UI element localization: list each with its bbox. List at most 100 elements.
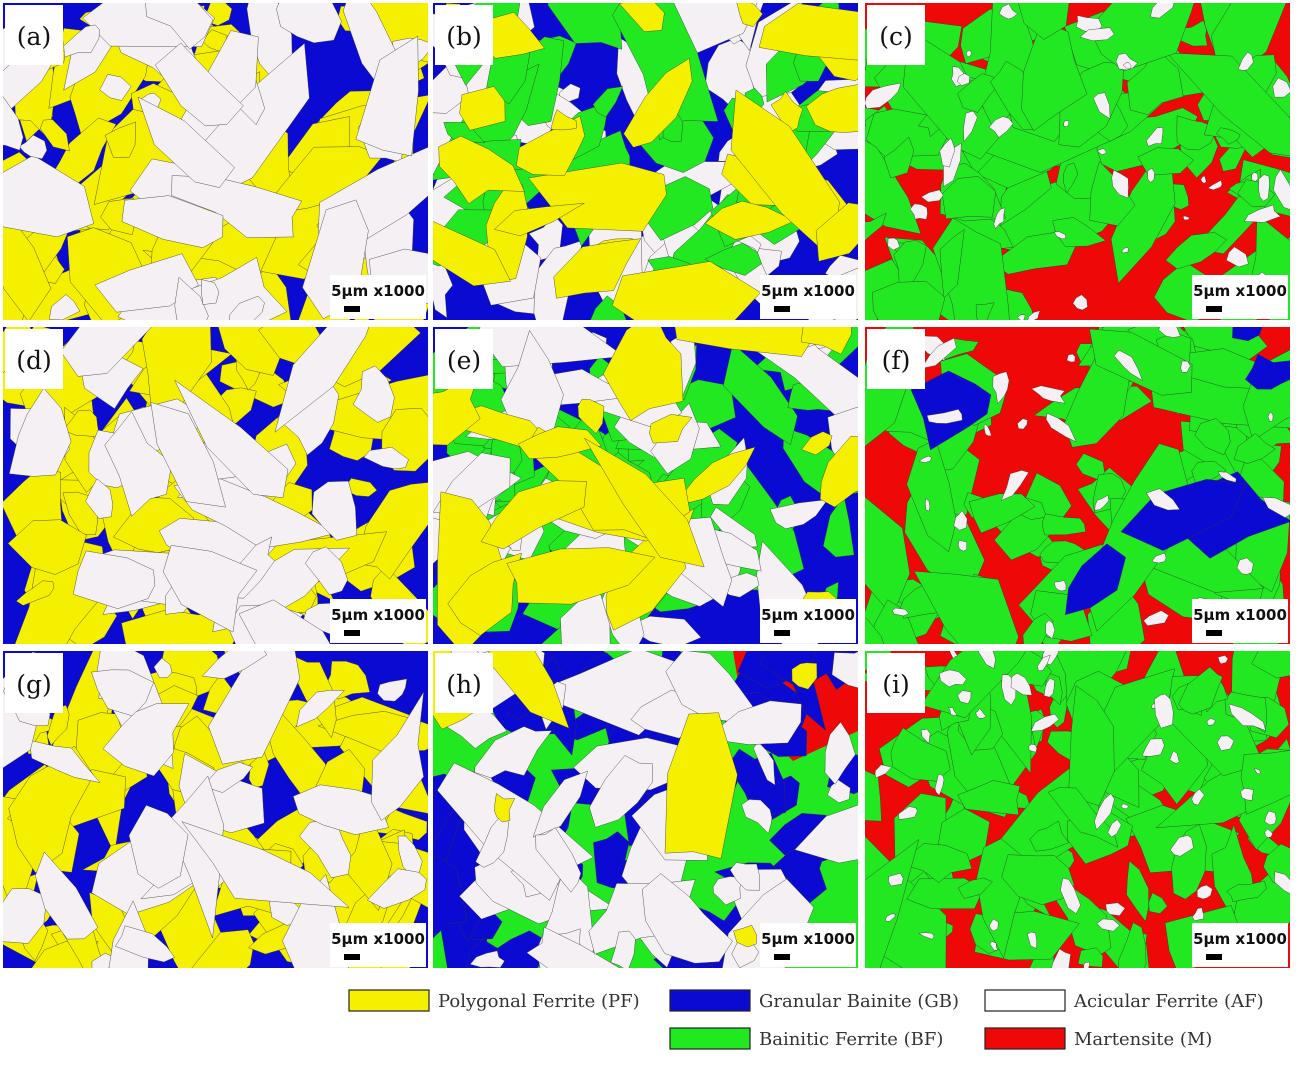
scale-bar xyxy=(1206,954,1222,960)
phase-region xyxy=(1000,470,1030,501)
phase-region xyxy=(1191,788,1205,806)
phase-region xyxy=(865,212,887,241)
phase-region xyxy=(909,203,928,220)
phase-region xyxy=(1207,180,1223,191)
panel-label: (a) xyxy=(17,22,51,51)
phase-region xyxy=(920,337,957,369)
phase-region xyxy=(957,690,972,704)
phase-region xyxy=(938,669,967,688)
phase-region xyxy=(493,203,585,237)
phase-region xyxy=(1165,232,1227,270)
phase-region xyxy=(371,691,424,821)
phase-region xyxy=(535,827,582,893)
phase-region xyxy=(963,110,978,143)
phase-region xyxy=(925,498,931,512)
legend-label: Granular Bainite (GB) xyxy=(759,991,959,1012)
phase-region xyxy=(366,868,427,909)
phase-region xyxy=(1240,788,1254,801)
scale-bar xyxy=(344,306,360,312)
phase-region xyxy=(311,480,358,541)
phase-region xyxy=(649,414,693,444)
phase-region xyxy=(704,242,762,276)
phase-region xyxy=(201,279,220,305)
phase-region xyxy=(1143,610,1169,626)
phase-region xyxy=(99,74,132,101)
panel-label: (h) xyxy=(446,670,482,699)
phase-region xyxy=(1182,215,1191,221)
scale-text: 5μm x1000 xyxy=(331,930,425,948)
phase-region xyxy=(1147,167,1155,183)
scale-bar xyxy=(774,630,790,636)
phase-region xyxy=(114,925,175,963)
phase-region xyxy=(276,3,342,44)
phase-region xyxy=(1094,793,1115,831)
phase-region xyxy=(1096,918,1120,932)
phase-region xyxy=(1228,703,1266,731)
phase-region xyxy=(1111,169,1129,199)
scale-text: 5μm x1000 xyxy=(761,282,855,300)
phase-region xyxy=(532,770,588,838)
phase-region xyxy=(918,455,932,463)
phase-region xyxy=(85,478,114,519)
phase-region xyxy=(883,136,915,179)
panel-label: (c) xyxy=(879,22,913,51)
phase-region xyxy=(121,195,224,248)
phase-region xyxy=(1065,543,1126,616)
phase-region xyxy=(874,764,892,779)
phase-region xyxy=(920,189,944,203)
phase-region xyxy=(934,774,945,796)
phase-region xyxy=(674,327,821,357)
phase-region xyxy=(1267,411,1274,422)
phase-region xyxy=(1240,750,1290,815)
phase-region xyxy=(865,82,902,109)
phase-region xyxy=(1121,247,1130,254)
phase-region xyxy=(958,539,968,552)
label-box xyxy=(5,5,63,65)
phase-region xyxy=(1051,948,1071,968)
phase-region xyxy=(137,96,235,188)
scale-text: 5μm x1000 xyxy=(1193,282,1287,300)
phase-region xyxy=(1264,810,1277,826)
phase-region xyxy=(1178,666,1223,715)
phase-region xyxy=(1158,327,1181,338)
phase-region xyxy=(801,431,833,456)
phase-region xyxy=(1113,349,1143,381)
phase-region xyxy=(989,918,999,932)
legend-label: Acicular Ferrite (AF) xyxy=(1073,991,1264,1012)
phase-region xyxy=(229,295,265,320)
phase-region xyxy=(1063,120,1070,127)
phase-region xyxy=(3,96,24,151)
phase-region xyxy=(1145,127,1164,147)
phase-region xyxy=(939,137,956,168)
phase-region xyxy=(1233,433,1276,464)
scale-text: 5μm x1000 xyxy=(1193,606,1287,624)
phase-region xyxy=(729,862,760,891)
phase-region xyxy=(1052,217,1107,248)
phase-region xyxy=(1154,693,1174,729)
legend-swatch xyxy=(984,989,1066,1012)
phase-region xyxy=(1251,651,1290,679)
phase-region xyxy=(1001,854,1075,905)
phase-region xyxy=(1232,327,1263,342)
phase-region xyxy=(553,238,642,299)
phase-region xyxy=(885,913,896,922)
phase-region xyxy=(1194,418,1231,456)
phase-region xyxy=(1089,328,1193,396)
phase-region xyxy=(1262,496,1290,518)
phase-region xyxy=(831,651,858,689)
phase-region xyxy=(377,678,408,702)
phase-region xyxy=(1122,61,1132,70)
phase-region xyxy=(1079,27,1115,41)
phase-region xyxy=(941,176,997,220)
phase-region xyxy=(474,726,553,787)
phase-region xyxy=(1192,907,1204,922)
phase-region xyxy=(589,755,653,828)
phase-region xyxy=(1083,961,1091,968)
panel-label: (f) xyxy=(882,346,911,375)
phase-region xyxy=(741,799,773,834)
phase-region xyxy=(1068,685,1115,807)
phase-region xyxy=(1010,672,1033,696)
phase-region xyxy=(63,24,100,58)
scale-bar xyxy=(344,954,360,960)
phase-region xyxy=(62,409,100,438)
